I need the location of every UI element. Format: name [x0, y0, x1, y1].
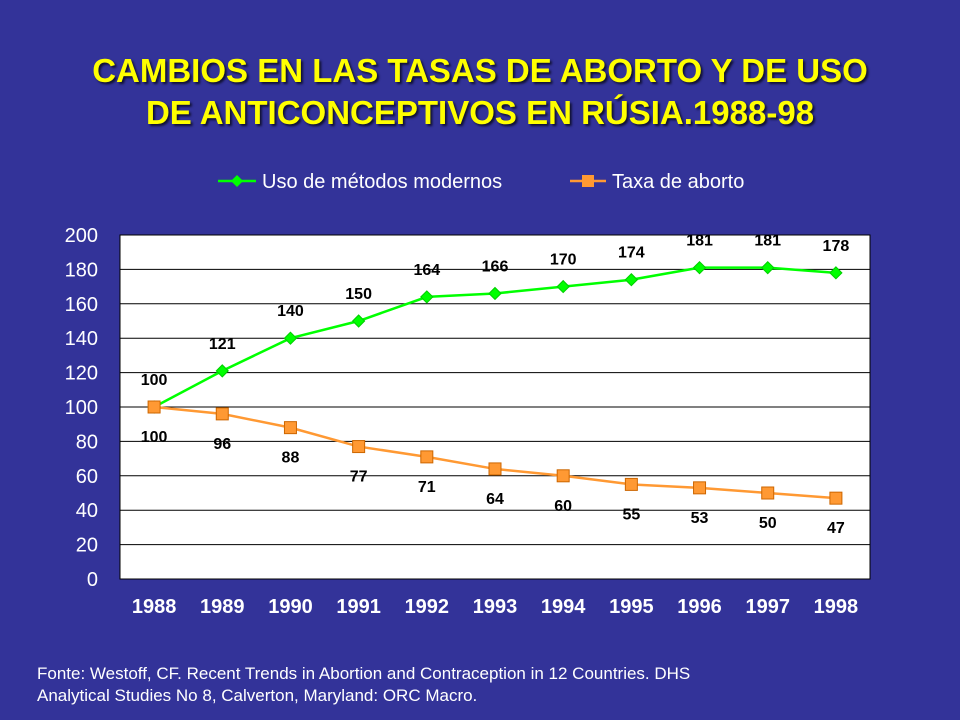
data-label: 181 — [686, 233, 713, 250]
y-tick-label: 200 — [65, 225, 98, 247]
slide-title: CAMBIOS EN LAS TASAS DE ABORTO Y DE USO … — [0, 50, 960, 134]
marker-diamond — [420, 290, 434, 304]
data-label: 170 — [550, 252, 577, 269]
legend-marker-square — [582, 175, 594, 187]
data-label: 53 — [691, 510, 709, 527]
y-tick-label: 160 — [65, 294, 98, 316]
data-label: 121 — [209, 336, 236, 353]
x-tick-label: 1995 — [609, 596, 654, 618]
x-tick-label: 1990 — [268, 596, 313, 618]
data-label: 50 — [759, 515, 777, 532]
data-label: 60 — [554, 498, 572, 515]
marker-diamond — [692, 260, 707, 275]
y-tick-label: 80 — [76, 431, 98, 453]
data-label: 64 — [486, 491, 504, 508]
footnote-line-2: Analytical Studies No 8, Calverton, Mary… — [37, 686, 478, 705]
data-label: 166 — [482, 258, 509, 275]
x-tick-label: 1989 — [200, 596, 245, 618]
y-tick-label: 100 — [65, 397, 98, 419]
legend-marker-diamond — [231, 175, 243, 187]
data-label: 174 — [618, 245, 645, 262]
marker-square — [761, 486, 775, 500]
marker-diamond — [488, 286, 502, 301]
marker-square — [215, 407, 229, 421]
data-label: 88 — [282, 450, 300, 467]
data-label: 71 — [418, 479, 436, 496]
x-tick-label: 1998 — [814, 596, 859, 618]
x-tick-label: 1996 — [677, 596, 722, 618]
marker-square — [147, 400, 161, 414]
marker-square — [556, 469, 570, 483]
marker-diamond — [283, 331, 298, 345]
marker-diamond — [761, 260, 775, 275]
x-tick-label: 1991 — [336, 596, 381, 618]
data-label: 77 — [350, 469, 368, 486]
marker-square — [829, 491, 843, 505]
marker-diamond — [556, 279, 570, 294]
marker-square — [488, 462, 502, 476]
marker-square — [283, 421, 297, 435]
marker-diamond — [215, 364, 229, 378]
marker-square — [693, 481, 707, 495]
plot-border — [119, 234, 871, 580]
y-tick-label: 60 — [76, 466, 98, 488]
data-label: 96 — [213, 436, 231, 453]
y-tick-label: 180 — [65, 259, 98, 281]
data-label: 140 — [277, 303, 304, 320]
data-label: 150 — [345, 286, 372, 303]
y-tick-label: 120 — [65, 363, 98, 385]
title-line-1: CAMBIOS EN LAS TASAS DE ABORTO Y DE USO — [92, 52, 868, 89]
data-label: 55 — [622, 506, 640, 523]
source-footnote: Fonte: Westoff, CF. Recent Trends in Abo… — [37, 663, 917, 707]
data-label: 100 — [141, 372, 168, 389]
marker-square — [352, 440, 366, 454]
y-tick-label: 140 — [65, 328, 98, 350]
marker-diamond — [829, 266, 843, 280]
y-tick-label: 0 — [87, 569, 98, 591]
legend-label-2: Taxa de aborto — [612, 171, 744, 193]
y-tick-label: 20 — [76, 535, 98, 557]
x-tick-label: 1994 — [541, 596, 586, 618]
footnote-line-1: Fonte: Westoff, CF. Recent Trends in Abo… — [37, 664, 691, 683]
marker-square — [624, 477, 638, 491]
data-label: 100 — [141, 429, 168, 446]
y-tick-label: 40 — [76, 500, 98, 522]
marker-diamond — [624, 273, 639, 287]
data-label: 178 — [823, 238, 850, 255]
marker-diamond — [351, 314, 366, 328]
x-tick-label: 1993 — [473, 596, 518, 618]
x-tick-label: 1992 — [405, 596, 450, 618]
legend-label-1: Uso de métodos modernos — [262, 171, 502, 193]
data-label: 47 — [827, 520, 845, 537]
marker-square — [420, 450, 434, 464]
x-tick-label: 1997 — [745, 596, 790, 618]
data-label: 181 — [754, 233, 781, 250]
data-label: 164 — [413, 262, 440, 279]
x-tick-label: 1988 — [132, 596, 177, 618]
title-line-2: DE ANTICONCEPTIVOS EN RÚSIA.1988-98 — [145, 94, 815, 131]
